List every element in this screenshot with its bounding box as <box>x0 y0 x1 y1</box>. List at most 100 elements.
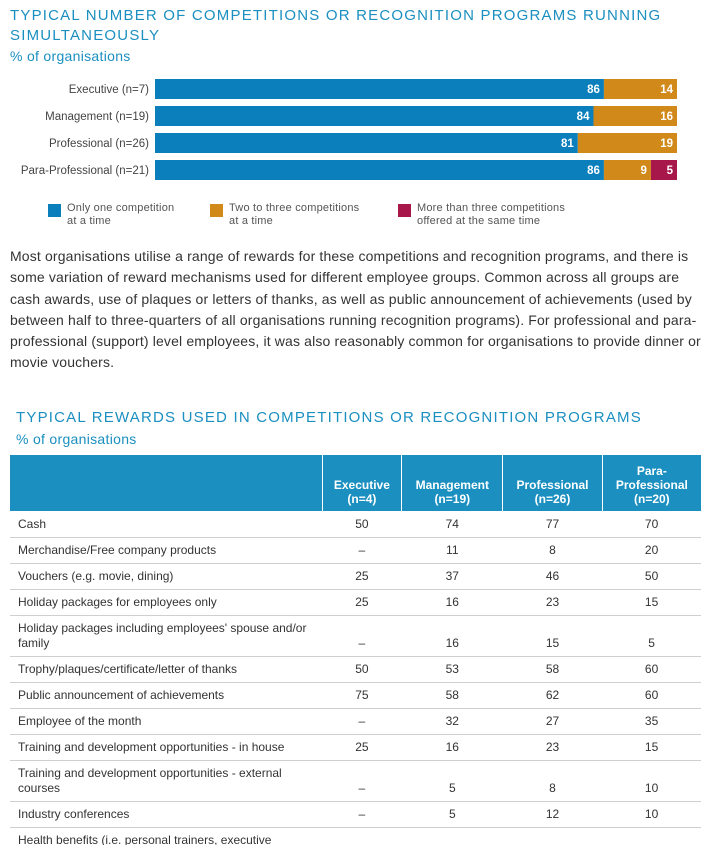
table-row: Training and development opportunities -… <box>10 734 701 761</box>
header-professional-label: Professional <box>516 478 589 492</box>
row-value: 15 <box>602 589 701 616</box>
row-value: 75 <box>322 682 402 709</box>
row-value: 53 <box>401 656 503 683</box>
header-professional: Professional (n=26) <box>502 455 603 511</box>
table-title: TYPICAL REWARDS USED IN COMPETITIONS OR … <box>16 409 642 426</box>
row-label: Holiday packages for employees only <box>10 589 322 616</box>
category-label: Para-Professional (n=21) <box>21 165 149 177</box>
chart-subtitle: % of organisations <box>10 48 131 64</box>
header-professional-n: (n=26) <box>534 492 571 506</box>
row-label: Holiday packages including employees' sp… <box>10 615 322 657</box>
category-label: Professional (n=26) <box>49 138 149 150</box>
table-row: Trophy/plaques/certificate/letter of tha… <box>10 656 701 683</box>
header-para-prefix: Para- <box>636 464 667 478</box>
header-para-professional-n: (n=20) <box>634 492 670 506</box>
row-value: 32 <box>401 708 503 735</box>
row-label: Industry conferences <box>10 801 322 828</box>
bar-value-label: 86 <box>587 84 600 96</box>
row-value: 74 <box>401 511 503 538</box>
row-value: 10 <box>602 801 701 828</box>
row-value <box>502 827 603 845</box>
legend-item-two: Two to three competitions at a time <box>210 202 359 228</box>
row-label: Training and development opportunities -… <box>10 760 322 802</box>
bar-value-label: 16 <box>660 111 673 123</box>
row-value: 12 <box>502 801 603 828</box>
row-label: Public announcement of achievements <box>10 682 322 709</box>
bar-value-label: 9 <box>640 165 646 177</box>
table-header-row: Executive (n=4) Management (n=19) Profes… <box>10 455 701 511</box>
legend-swatch-three <box>398 204 411 217</box>
bar-segment <box>593 106 677 126</box>
bar-segment <box>603 160 651 180</box>
body-paragraph: Most organisations utilise a range of re… <box>10 248 701 371</box>
legend-label-two-line2: at a time <box>229 215 273 227</box>
row-value: 16 <box>401 734 503 761</box>
row-value: 25 <box>322 734 402 761</box>
row-value: 60 <box>602 682 701 709</box>
legend-label-one-line1: Only one competition <box>67 202 175 214</box>
table-row: Cash 50 74 77 70 <box>10 511 701 538</box>
row-value: 70 <box>602 511 701 538</box>
table-row: Merchandise/Free company products –11 8 20 <box>10 537 701 564</box>
legend-item-three: More than three competitions offered at … <box>398 202 565 228</box>
legend-item-one: Only one competition at a time <box>48 202 174 228</box>
row-value: – <box>322 537 402 564</box>
header-executive-label: Executive <box>333 478 390 492</box>
row-value: 62 <box>502 682 603 709</box>
row-value: 37 <box>401 563 503 590</box>
row-value: 58 <box>401 682 503 709</box>
row-value: 23 <box>502 734 603 761</box>
header-management-n: (n=19) <box>434 492 471 506</box>
legend-swatch-one <box>48 204 61 217</box>
header-executive: Executive (n=4) <box>321 455 402 511</box>
row-value: 11 <box>401 537 503 564</box>
row-value: – <box>322 615 402 657</box>
table-row: Public announcement of achievements 75 58 6… <box>10 682 701 709</box>
row-label: Employee of the month <box>10 708 322 735</box>
row-value: 15 <box>602 734 701 761</box>
row-value: 46 <box>502 563 603 590</box>
row-value: – <box>322 801 402 828</box>
header-executive-n: (n=4) <box>347 492 377 506</box>
row-value: 50 <box>322 656 402 683</box>
legend-label-three-line2: offered at the same time <box>417 215 541 227</box>
chart-title: TYPICAL NUMBER OF COMPETITIONS OR RECOGN… <box>10 6 710 46</box>
row-value: 8 <box>502 760 603 802</box>
table-subtitle: % of organisations <box>16 431 137 447</box>
header-management: Management (n=19) <box>401 455 503 511</box>
row-value: 50 <box>322 511 402 538</box>
row-value: 10 <box>602 760 701 802</box>
legend-swatch-two <box>210 204 223 217</box>
header-empty <box>10 455 322 511</box>
bar-segment <box>155 133 578 153</box>
table-row: Employee of the month –32 27 35 <box>10 708 701 735</box>
row-value: 23 <box>502 589 603 616</box>
table-row: Health benefits (i.e. personal trainers,… <box>10 827 701 845</box>
legend-label-one-line2: at a time <box>67 215 111 227</box>
legend-label-three-line1: More than three competitions <box>417 202 566 214</box>
row-value: 16 <box>401 615 503 657</box>
row-value: 8 <box>502 537 603 564</box>
row-value: 27 <box>502 708 603 735</box>
row-value: 35 <box>602 708 701 735</box>
bar-segment <box>155 79 604 99</box>
row-label: Training and development opportunities -… <box>10 734 322 761</box>
row-value: 77 <box>502 511 603 538</box>
row-value <box>401 827 503 845</box>
chart-legend: Only one competition at a time Two to th… <box>0 202 717 232</box>
bar-value-label: 86 <box>587 165 600 177</box>
table-row: Holiday packages including employees' sp… <box>10 615 701 657</box>
chart-title-line1: TYPICAL NUMBER OF COMPETITIONS OR RECOGN… <box>10 7 662 24</box>
row-label: Merchandise/Free company products <box>10 537 322 564</box>
table-row: Training and development opportunities -… <box>10 760 701 802</box>
chart-title-line2: SIMULTANEOUSLY <box>10 27 161 44</box>
header-para-professional-label: Professional <box>615 478 688 492</box>
row-value: 15 <box>502 615 603 657</box>
legend-label-two-line1: Two to three competitions <box>229 202 360 214</box>
bar-value-label: 14 <box>660 84 673 96</box>
category-label: Executive (n=7) <box>69 84 149 96</box>
bar-segment <box>603 79 677 99</box>
row-value: 25 <box>322 589 402 616</box>
bar-value-label: 19 <box>660 138 673 150</box>
row-value: 25 <box>322 563 402 590</box>
